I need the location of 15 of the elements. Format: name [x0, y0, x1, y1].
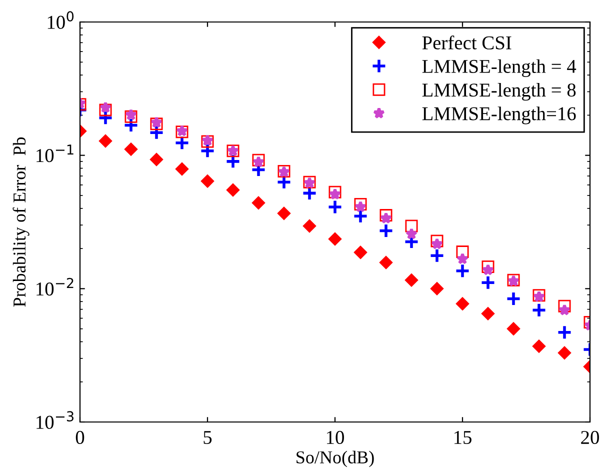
- legend-label: Perfect CSI: [422, 36, 512, 50]
- y-tick-label: 10$^{−3}$: [36, 411, 74, 429]
- y-tick-label: 10$^{−1}$: [36, 144, 74, 162]
- x-tick-label: 0: [76, 430, 84, 444]
- y-tick-label: 10$^{0}$: [48, 11, 74, 29]
- x-tick-label: 10: [326, 430, 344, 444]
- legend-label: LMMSE-length = 8: [422, 82, 576, 101]
- legend-label: LMMSE-length = 4: [422, 59, 576, 78]
- x-tick-label: 15: [454, 430, 472, 444]
- y-tick-label: 10$^{−2}$: [36, 278, 74, 296]
- x-tick-label: 20: [581, 430, 599, 444]
- x-tick-label: 5: [204, 431, 212, 444]
- x-axis-title: So/No(dB): [296, 450, 374, 468]
- legend-label: LMMSE-length=16: [422, 106, 576, 124]
- y-axis-title: Probability of Error Pb: [12, 137, 30, 307]
